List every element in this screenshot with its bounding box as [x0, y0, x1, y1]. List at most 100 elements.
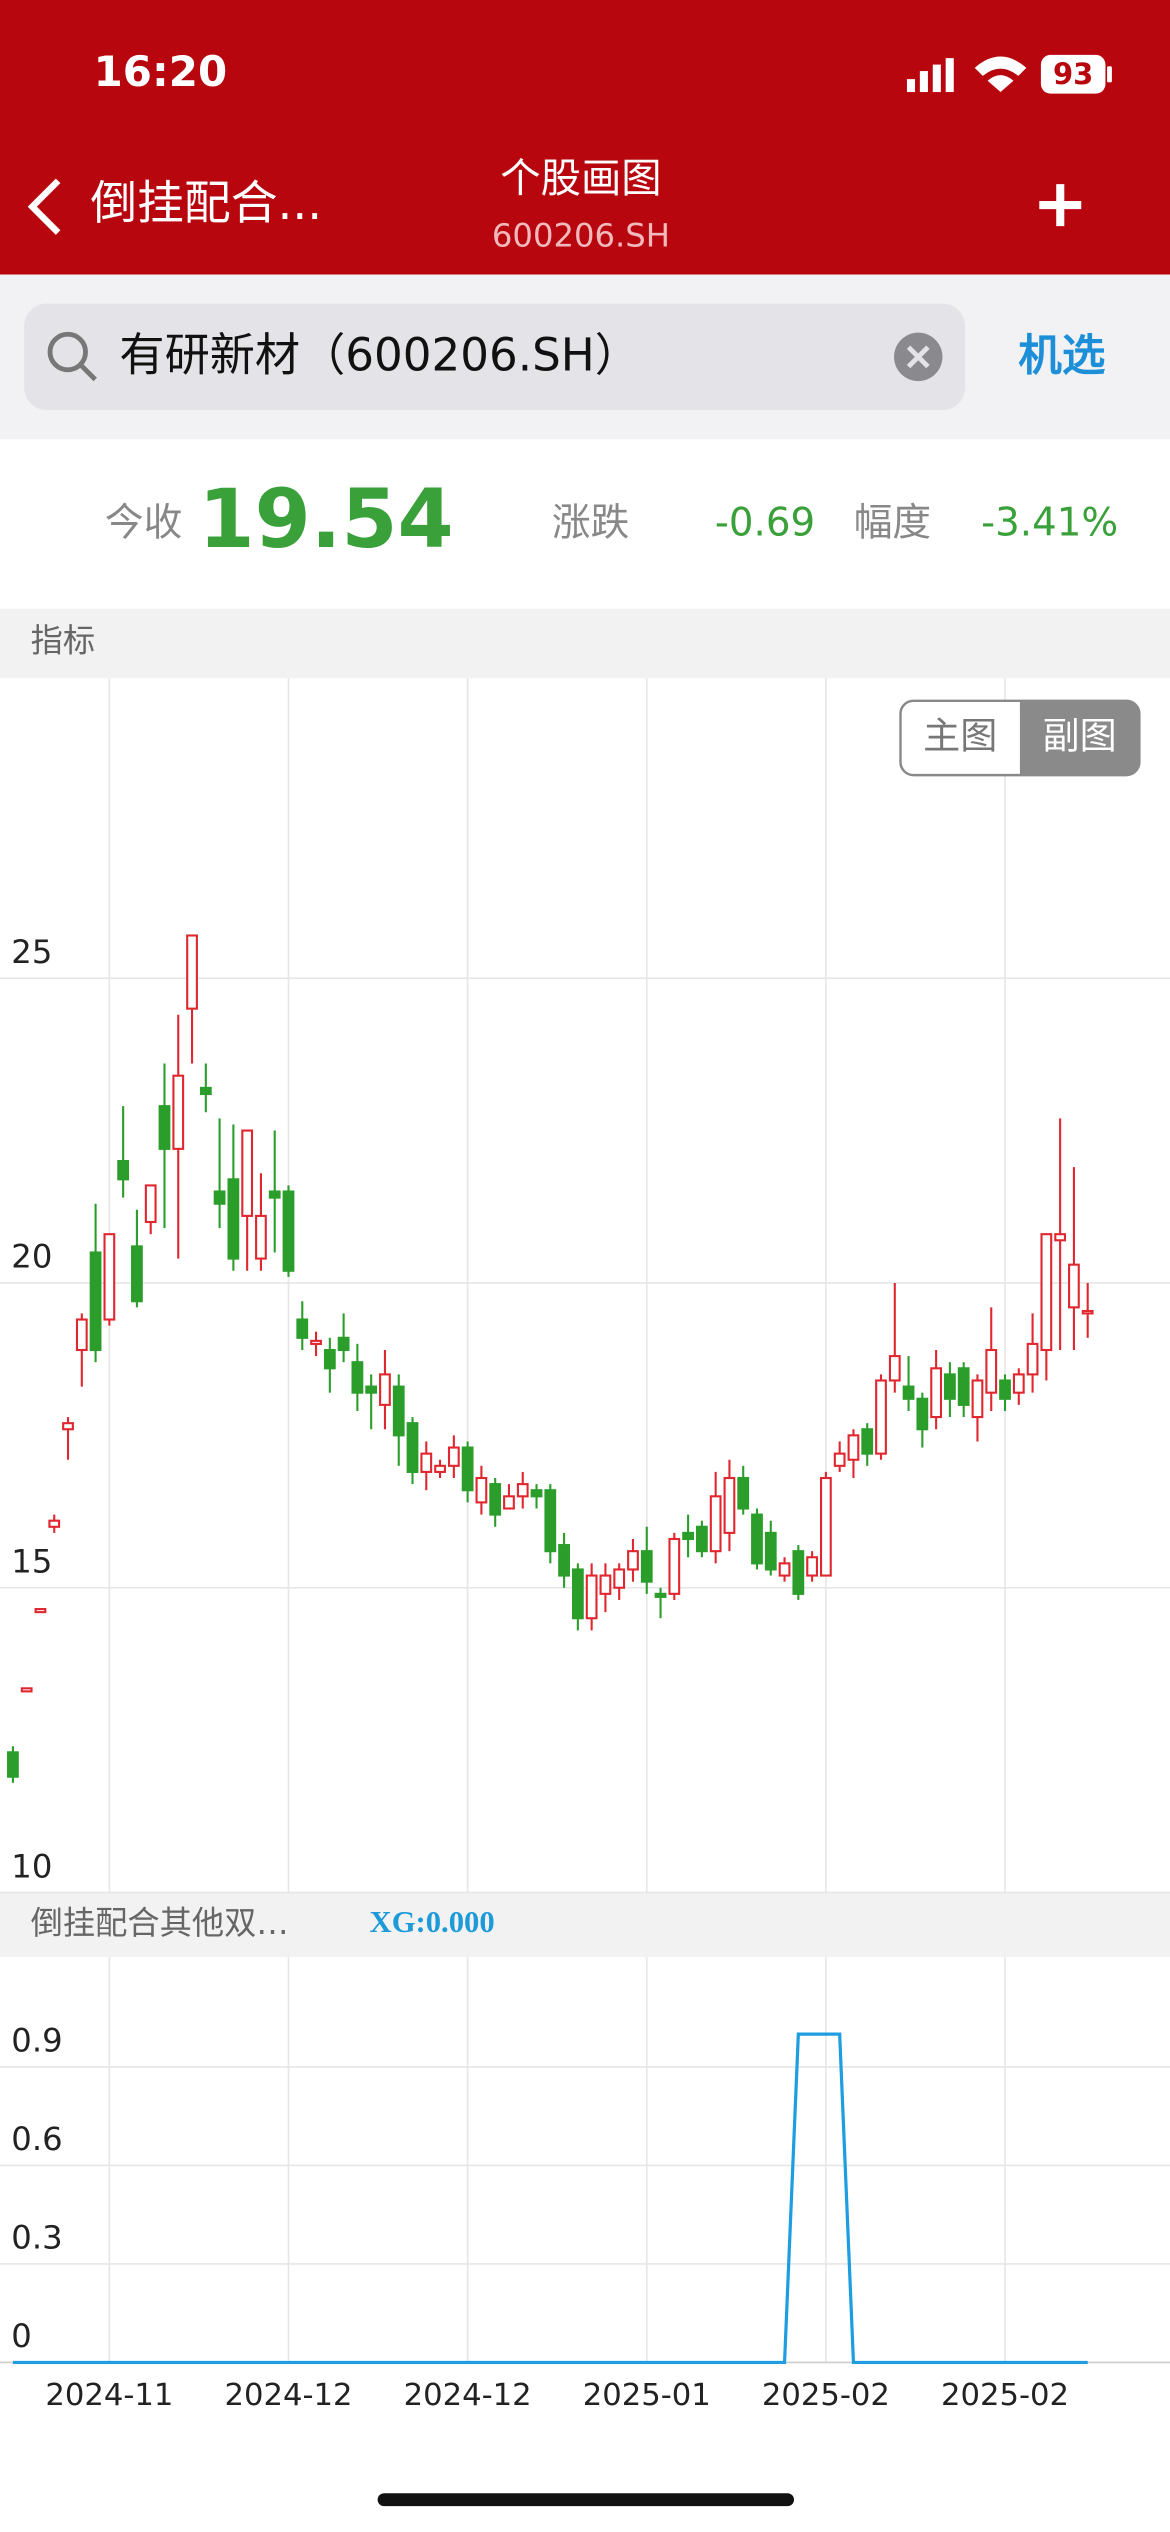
candle-body	[34, 1608, 47, 1614]
candle-body	[695, 1525, 708, 1553]
candle-body	[351, 1361, 364, 1394]
candle-body	[48, 1519, 61, 1528]
candle-body	[902, 1385, 915, 1400]
candle-body	[199, 1086, 212, 1096]
candle-body	[985, 1348, 998, 1394]
candle-body	[764, 1531, 777, 1571]
candle-body	[1068, 1263, 1080, 1309]
candle-body	[723, 1476, 736, 1534]
close-label: 今收	[105, 500, 182, 545]
candle-body	[337, 1336, 350, 1352]
candle-body	[751, 1513, 763, 1565]
candle-body	[62, 1422, 74, 1431]
search-icon	[47, 331, 88, 373]
candle-body	[379, 1373, 391, 1406]
candle-body	[103, 1233, 116, 1321]
candle-body	[1081, 1309, 1094, 1315]
close-price: 19.54	[198, 473, 453, 567]
back-icon[interactable]	[27, 178, 61, 235]
candle-body	[1012, 1373, 1025, 1394]
candle-body	[392, 1385, 405, 1437]
y-tick-label: 0	[11, 2317, 32, 2355]
candle-body	[792, 1550, 805, 1595]
y-tick-label: 0.9	[11, 2022, 62, 2060]
candle-body	[778, 1562, 791, 1577]
candle-body	[447, 1446, 460, 1467]
search-box[interactable]	[24, 303, 966, 411]
candle-body	[875, 1379, 887, 1455]
candle-body	[640, 1550, 653, 1583]
search-icon-handle	[78, 363, 97, 382]
wifi-icon	[974, 56, 1027, 93]
candle-body	[461, 1446, 474, 1492]
candle-body	[158, 1105, 171, 1150]
nav-title: 个股画图	[500, 155, 661, 202]
clear-icon	[906, 345, 930, 369]
x-tick-label: 2024-12	[224, 2378, 352, 2413]
home-indicator	[377, 2493, 794, 2507]
candle-body	[558, 1544, 570, 1577]
y-tick-label: 15	[11, 1543, 52, 1581]
candle-body	[503, 1495, 515, 1510]
x-tick-label: 2024-11	[45, 2378, 173, 2413]
battery-level: 93	[1053, 57, 1093, 91]
candle-body	[144, 1184, 157, 1224]
back-label[interactable]: 倒挂配合...	[90, 177, 322, 231]
candle-body	[489, 1483, 502, 1516]
candle-body	[627, 1550, 639, 1571]
candle-body	[585, 1574, 598, 1620]
status-time: 16:20	[94, 47, 228, 96]
candle-body	[971, 1379, 984, 1419]
candle-body	[296, 1318, 309, 1339]
candle-body	[847, 1434, 860, 1461]
search-query[interactable]: 有研新材（600206.SH）	[119, 328, 639, 381]
candle-body	[654, 1592, 667, 1598]
y-tick-label: 10	[11, 1847, 52, 1885]
add-button[interactable]	[1039, 184, 1082, 227]
candle-body	[544, 1489, 557, 1553]
candle-body	[268, 1190, 281, 1199]
indicator-band	[0, 1892, 1170, 1958]
y-tick-label: 0.6	[11, 2120, 62, 2158]
candle-body	[944, 1373, 956, 1400]
y-tick-label: 25	[11, 933, 52, 971]
header-bg	[0, 0, 1170, 275]
candle-body	[682, 1531, 694, 1541]
signal-icon	[906, 58, 954, 93]
candle-body	[89, 1251, 102, 1352]
candle-body	[213, 1190, 226, 1205]
candle-body	[323, 1348, 336, 1370]
candle-body	[668, 1537, 681, 1595]
x-tick-label: 2025-02	[941, 2378, 1069, 2413]
candle-body	[806, 1556, 819, 1577]
candle-body	[571, 1568, 584, 1620]
candle-body	[434, 1464, 446, 1473]
candle-body	[613, 1568, 626, 1589]
toggle-main[interactable]: 主图	[923, 714, 997, 757]
candle-body	[819, 1476, 832, 1577]
random-pick-button[interactable]: 机选	[1018, 331, 1106, 381]
pct-value: -3.41%	[981, 500, 1118, 545]
y-tick-label: 0.3	[11, 2219, 62, 2257]
nav-subtitle: 600206.SH	[492, 216, 670, 254]
candle-body	[75, 1318, 88, 1352]
battery-tip	[1107, 66, 1112, 83]
candle-body	[530, 1489, 543, 1498]
change-value: -0.69	[715, 500, 815, 545]
candle-body	[186, 934, 198, 1010]
candle-body	[172, 1074, 185, 1150]
candle-body	[861, 1428, 874, 1455]
candle-body	[117, 1159, 130, 1181]
indicator-value: XG:0.000	[370, 1905, 495, 1939]
candle-body	[916, 1397, 929, 1431]
toggle-sub[interactable]: 副图	[1043, 714, 1117, 757]
indicator-line	[12, 2032, 1088, 2365]
toggle-active	[1019, 700, 1140, 776]
candle-body	[227, 1178, 240, 1260]
candle-body	[20, 1687, 33, 1693]
candle-body	[1040, 1233, 1053, 1352]
candle-body	[475, 1476, 488, 1504]
indicator-name: 倒挂配合其他双…	[31, 1904, 289, 1942]
candle-body	[709, 1495, 722, 1553]
